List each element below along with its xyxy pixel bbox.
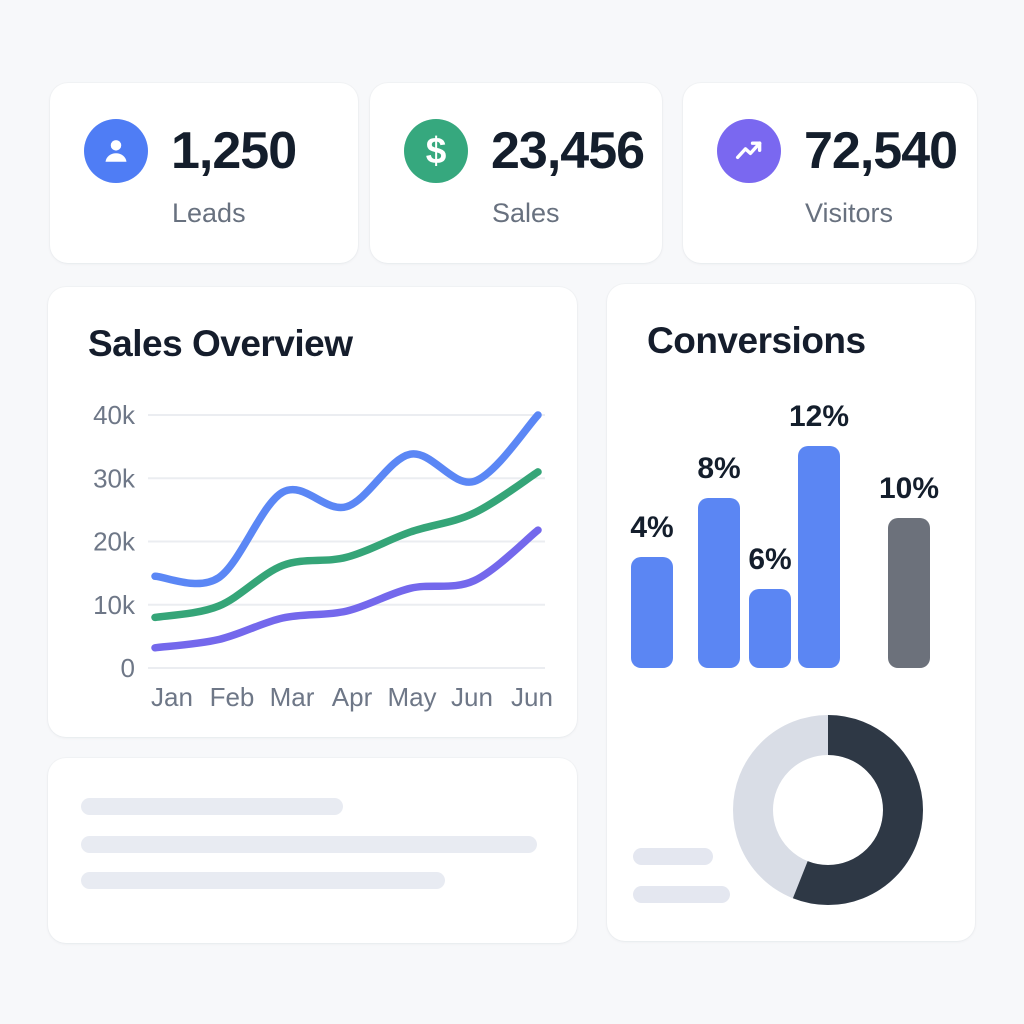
stat-row: $ 23,456 xyxy=(404,119,662,183)
x-tick-label: Jun xyxy=(451,682,493,712)
trend-up-icon xyxy=(717,119,781,183)
dollar-glyph: $ xyxy=(425,129,447,171)
x-tick-label: Jun xyxy=(511,682,553,712)
user-icon xyxy=(84,119,148,183)
stat-card-leads: 1,250 Leads xyxy=(50,83,358,263)
x-tick-label: Mar xyxy=(270,682,315,712)
visitors-label: Visitors xyxy=(805,198,894,228)
bar-12pct xyxy=(798,446,840,668)
text-placeholder-line xyxy=(81,872,445,889)
x-tick-label: Feb xyxy=(210,682,255,712)
sales-label: Sales xyxy=(492,198,560,228)
conversions-donut xyxy=(733,715,923,905)
bar-label-8pct: 8% xyxy=(697,452,741,485)
y-tick-label: 40k xyxy=(93,400,136,430)
bar-label-10pct: 10% xyxy=(878,472,940,505)
stat-row: 72,540 xyxy=(717,119,977,183)
stat-card-visitors: 72,540 Visitors xyxy=(683,83,977,263)
bar-4pct xyxy=(631,557,673,668)
text-placeholder-line xyxy=(81,836,537,853)
text-placeholder-card xyxy=(48,758,577,943)
line-series-green xyxy=(151,468,542,622)
sales-overview-card: Sales Overview 40k 30k 20k 10k 0 Jan Feb Mar Apr… xyxy=(48,287,577,737)
sales-overview-title: Sales Overview xyxy=(88,323,353,364)
y-tick-label: 20k xyxy=(93,527,136,557)
dollar-icon: $ xyxy=(404,119,468,183)
line-series-blue xyxy=(151,411,542,588)
x-tick-label: May xyxy=(387,682,436,712)
conversions-title: Conversions xyxy=(647,320,866,361)
conversions-bar-chart: 4% 8% 6% 12% 10% xyxy=(607,284,975,668)
bar-10pct xyxy=(888,518,930,668)
text-placeholder-line xyxy=(81,798,343,815)
leads-label: Leads xyxy=(172,198,246,228)
x-tick-label: Apr xyxy=(332,682,373,712)
donut-segment-dark xyxy=(733,715,923,905)
bar-8pct xyxy=(698,498,740,668)
legend-placeholder xyxy=(633,848,713,865)
leads-value: 1,250 xyxy=(171,122,297,180)
y-tick-label: 0 xyxy=(121,653,135,683)
sales-line-chart: 40k 30k 20k 10k 0 Jan Feb Mar Apr May Jun Jun xyxy=(93,400,553,712)
y-tick-label: 30k xyxy=(93,463,136,493)
visitors-value: 72,540 xyxy=(804,122,958,180)
sales-value: 23,456 xyxy=(491,122,645,180)
legend-placeholder xyxy=(633,886,730,903)
y-tick-label: 10k xyxy=(93,590,136,620)
conversions-card: Conversions 4% 8% 6% 12% 10% xyxy=(607,284,975,941)
x-tick-label: Jan xyxy=(151,682,193,712)
bar-6pct xyxy=(749,589,791,668)
bar-label-4pct: 4% xyxy=(630,511,674,544)
line-series-purple xyxy=(151,526,542,652)
bar-label-12pct: 12% xyxy=(788,400,850,433)
bar-label-6pct: 6% xyxy=(748,543,792,576)
stat-row: 1,250 xyxy=(84,119,358,183)
stat-card-sales: $ 23,456 Sales xyxy=(370,83,662,263)
